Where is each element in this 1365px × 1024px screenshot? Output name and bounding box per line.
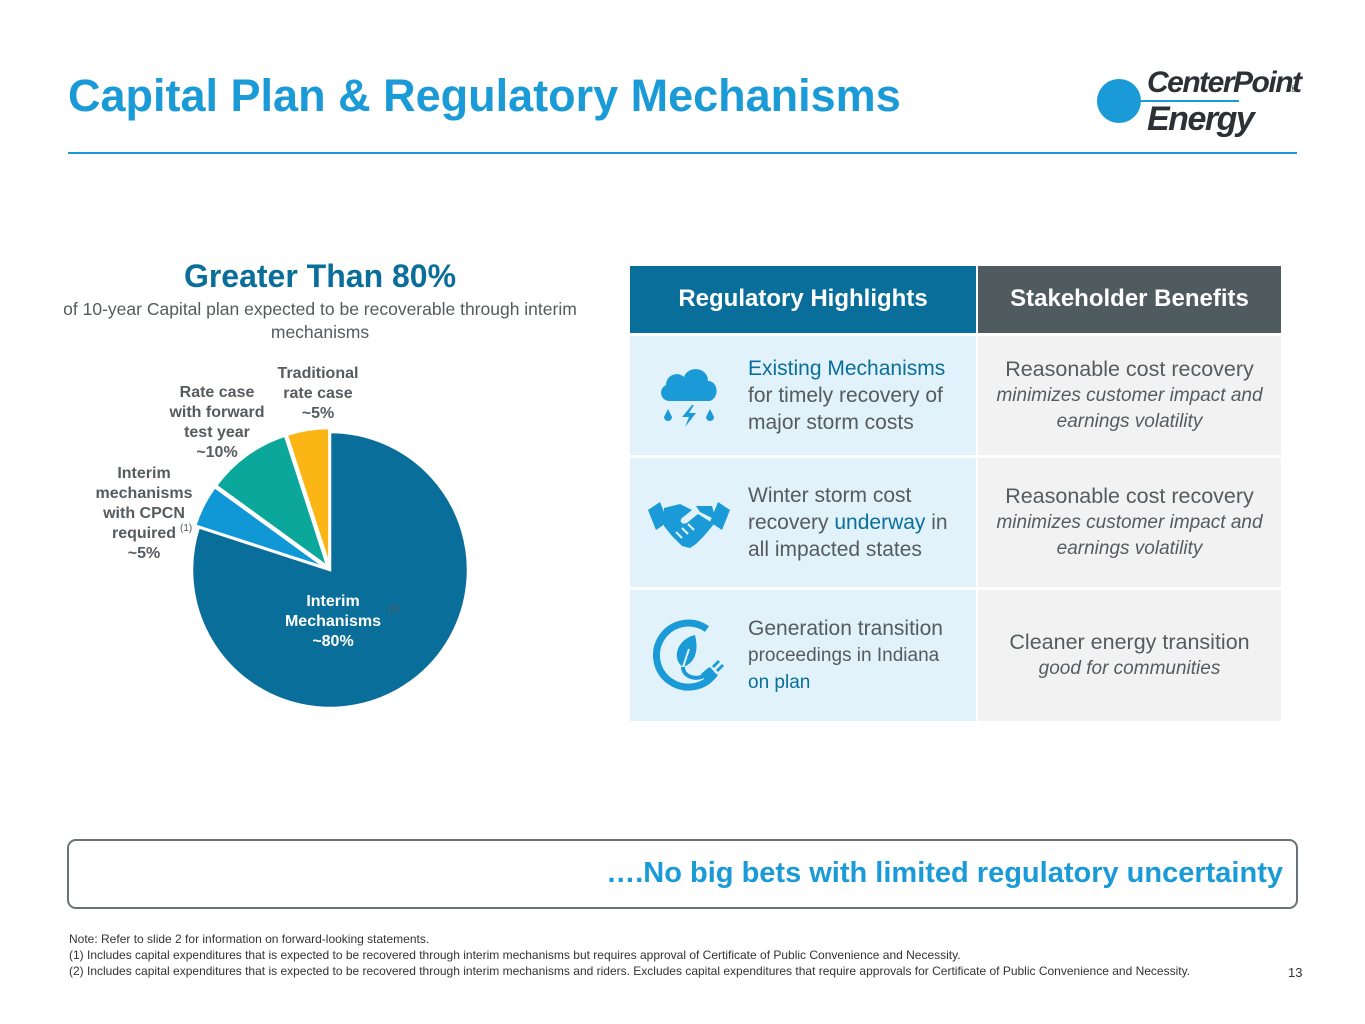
pie-label-line: with forward (169, 404, 265, 421)
pie-label-line: Interim (306, 593, 360, 610)
pie-label-line: Rate case (179, 384, 255, 401)
benefit-subtitle: good for communities (1038, 657, 1221, 679)
highlight-segment: in (925, 510, 948, 534)
benefit-subtitle: minimizes customer impact and earnings v… (996, 511, 1263, 559)
pie-label-value: ~5% (301, 405, 335, 422)
highlight-line: for timely recovery of (748, 383, 943, 407)
pie-chart (190, 426, 470, 710)
header-regulatory-highlights: Regulatory Highlights (630, 266, 978, 334)
logo-registered-mark: ® (1290, 84, 1297, 94)
table-row: Existing Mechanisms for timely recovery … (630, 332, 1281, 456)
highlight-text: Existing Mechanisms for timely recovery … (748, 355, 945, 436)
chart-heading: Greater Than 80% (183, 258, 457, 294)
regulatory-table: Regulatory Highlights Stakeholder Benefi… (630, 266, 1281, 721)
footnote-marker-1: (1) (180, 523, 193, 534)
highlight-line: major storm costs (748, 410, 914, 434)
pie-slice-traditional-rate-case (285, 426, 331, 567)
pie-label-line: rate case (283, 385, 353, 402)
table-row: Generation transition proceedings in Ind… (630, 586, 1281, 721)
pie-label-line: Interim (117, 465, 171, 482)
pie-label-interim-cpcn: Interim mechanisms with CPCN required ~5… (84, 464, 204, 564)
highlight-line: proceedings in Indiana (748, 644, 940, 666)
highlight-segment: recovery (748, 510, 835, 534)
conclusion-banner: ….No big bets with limited regulatory un… (67, 839, 1298, 909)
footnote: (2) Includes capital expenditures that i… (69, 964, 1191, 978)
title-divider (68, 152, 1297, 154)
benefit-title: Cleaner energy transition (1009, 629, 1250, 654)
footnote: Note: Refer to slide 2 for information o… (69, 932, 430, 946)
handshake-icon (630, 492, 748, 552)
pie-slice-interim-mechanisms-with-cpcn-required (193, 485, 328, 570)
pie-label-traditional: Traditional rate case ~5% (266, 364, 370, 424)
header-stakeholder-benefits: Stakeholder Benefits (977, 266, 1281, 334)
highlight-line: Winter storm cost (748, 483, 912, 507)
highlight-cell: Winter storm cost recovery underway in a… (630, 454, 978, 588)
benefit-subtitle: minimizes customer impact and earnings v… (996, 384, 1263, 432)
benefit-cell: Reasonable cost recovery minimizes custo… (977, 454, 1281, 588)
highlight-line: Existing Mechanisms (748, 356, 946, 380)
pie-label-line: Mechanisms (284, 613, 382, 630)
footnote-marker-2: (2) (388, 604, 401, 615)
highlight-line: all impacted states (748, 537, 922, 561)
highlight-cell: Existing Mechanisms for timely recovery … (630, 332, 978, 456)
logo-line (1119, 100, 1239, 102)
page-title: Capital Plan & Regulatory Mechanisms (68, 70, 901, 121)
highlight-line: recovery underway in (748, 509, 948, 536)
pie-label-line: with CPCN (103, 505, 185, 522)
highlight-cell: Generation transition proceedings in Ind… (630, 586, 978, 721)
table-header-row: Regulatory Highlights Stakeholder Benefi… (630, 266, 1281, 334)
highlight-text: Winter storm cost recovery underway in a… (748, 482, 948, 563)
pie-slice-interim-mechanisms (190, 430, 470, 710)
footnotes: Note: Refer to slide 2 for information o… (69, 931, 1259, 979)
benefit-title: Reasonable cost recovery (1005, 356, 1254, 381)
logo-text-energy: Energy (1147, 100, 1255, 138)
pie-label-value: ~10% (196, 444, 238, 461)
benefit-cell: Reasonable cost recovery minimizes custo… (977, 332, 1281, 456)
leaf-plug-icon (630, 615, 748, 695)
pie-slice-rate-case-with-forward-test-year (214, 433, 331, 571)
pie-label-line: test year (184, 424, 250, 441)
banner-text: ….No big bets with limited regulatory un… (606, 857, 1283, 889)
highlight-line: Generation transition (748, 616, 943, 640)
page-number: 13 (1288, 965, 1303, 980)
chart-subheading: of 10-year Capital plan expected to be r… (63, 299, 577, 342)
pie-label-rate-case-forward: Rate case with forward test year ~10% (158, 383, 276, 463)
storm-cloud-icon (630, 361, 748, 429)
pie-label-value: ~5% (127, 545, 161, 562)
pie-label-line: required (111, 525, 176, 542)
pie-label-value: ~80% (312, 633, 354, 650)
highlight-text: Generation transition proceedings in Ind… (748, 615, 943, 696)
pie-label-line: mechanisms (95, 485, 193, 502)
footnote: (1) Includes capital expenditures that i… (69, 948, 961, 962)
pie-label-interim-mechanisms: Interim Mechanisms ~80% (268, 592, 398, 652)
benefit-title: Reasonable cost recovery (1005, 483, 1254, 508)
centerpoint-logo: CenterPoint ® Energy (1097, 66, 1302, 138)
highlight-line: on plan (748, 671, 811, 693)
highlight-segment-emphasis: underway (834, 510, 926, 534)
table-row: Winter storm cost recovery underway in a… (630, 454, 1281, 588)
benefit-cell: Cleaner energy transition good for commu… (977, 586, 1281, 721)
logo-text-centerpoint: CenterPoint (1147, 66, 1302, 99)
pie-label-line: Traditional (277, 365, 359, 382)
